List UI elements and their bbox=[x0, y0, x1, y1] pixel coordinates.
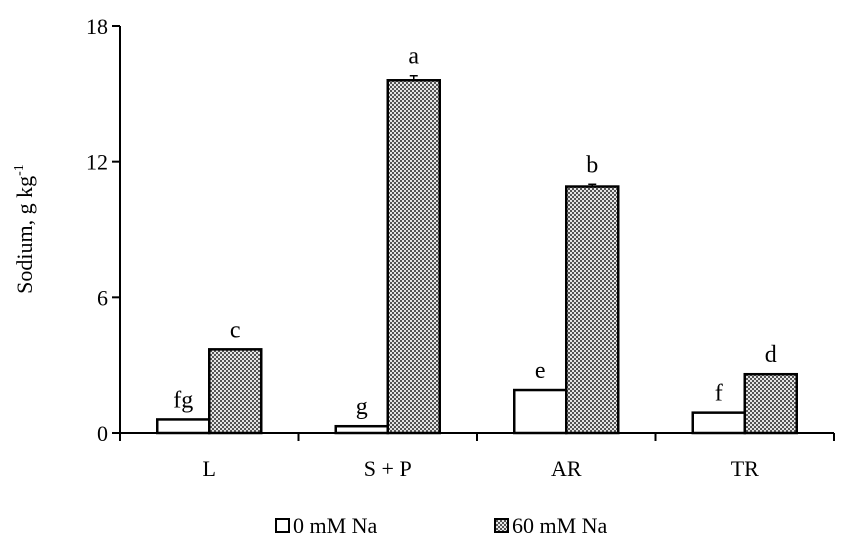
bar bbox=[513, 388, 568, 435]
y-axis-label: Sodium, g kg-1 bbox=[12, 164, 37, 294]
bar bbox=[386, 79, 441, 435]
legend-swatch-60mm bbox=[494, 518, 509, 533]
legend-label-0mm: 0 mM Na bbox=[293, 513, 378, 538]
bar bbox=[156, 418, 211, 435]
bar bbox=[743, 372, 798, 435]
legend: 0 mM Na 60 mM Na bbox=[275, 513, 608, 538]
x-tick-label: L bbox=[203, 456, 216, 481]
significance-letter: fg bbox=[173, 387, 193, 413]
x-tick-label: AR bbox=[551, 456, 582, 481]
significance-letter: c bbox=[230, 317, 241, 343]
y-tick-label: 12 bbox=[86, 150, 108, 175]
significance-letter: a bbox=[408, 44, 419, 70]
y-tick-label: 18 bbox=[86, 14, 108, 39]
x-tick-label: S + P bbox=[364, 456, 412, 481]
significance-letter: g bbox=[356, 394, 368, 420]
legend-swatch-0mm bbox=[275, 518, 290, 533]
y-tick-label: 0 bbox=[97, 421, 108, 446]
y-tick-label: 6 bbox=[97, 285, 108, 310]
x-tick-label: TR bbox=[731, 456, 759, 481]
significance-letter: b bbox=[586, 152, 598, 178]
bar bbox=[334, 424, 389, 435]
legend-label-60mm: 60 mM Na bbox=[512, 513, 608, 538]
bar bbox=[565, 185, 620, 435]
significance-letter: d bbox=[765, 342, 777, 368]
bar bbox=[208, 348, 263, 435]
plot-area: 0 6 12 18 Lfg c S + P g a AR e b TR f d bbox=[86, 14, 835, 481]
y-axis-label-superscript: -1 bbox=[12, 164, 27, 176]
significance-letter: f bbox=[715, 381, 723, 407]
significance-letter: e bbox=[535, 358, 546, 384]
bar bbox=[691, 411, 746, 435]
